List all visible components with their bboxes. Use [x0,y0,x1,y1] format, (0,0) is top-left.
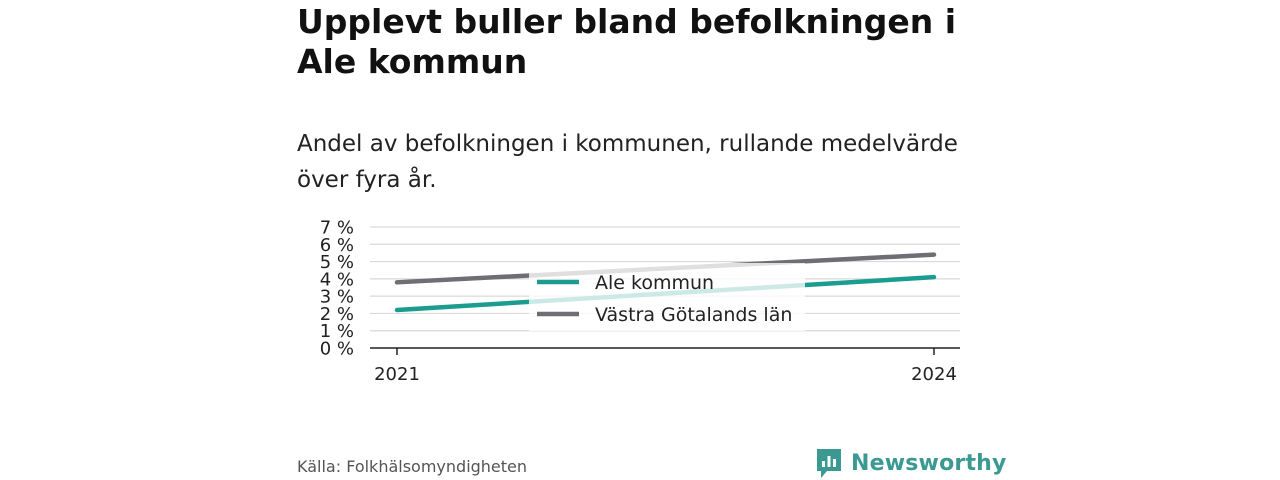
legend-label: Västra Götalands län [595,304,792,326]
chart-subtitle: Andel av befolkningen i kommunen, rullan… [297,131,958,193]
x-tick-label: 2021 [374,364,420,385]
newsworthy-logo-icon [817,449,841,478]
y-tick-label: 4 % [320,269,354,290]
x-tick-label: 2024 [911,364,957,385]
y-tick-label: 1 % [320,321,354,342]
y-tick-label: 6 % [320,235,354,256]
y-tick-label: 3 % [320,287,354,308]
brand-name: Newsworthy [851,450,1007,476]
y-tick-label: 0 % [320,339,354,360]
legend-box [529,263,805,331]
chart-card: Upplevt buller bland befolkningen i Ale … [297,0,1006,480]
y-tick-label: 7 % [320,218,354,239]
legend-label: Ale kommun [595,272,714,294]
x-axis-ticks: 2021 2024 [374,348,957,385]
y-tick-label: 2 % [320,304,354,325]
y-tick-label: 5 % [320,252,354,273]
line-chart: 0 %1 %2 %3 %4 %5 %6 %7 % 2021 2024 Ale ko… [320,218,960,385]
chart-title: Upplevt buller bland befolkningen i Ale … [297,2,957,81]
source-note: Källa: Folkhälsomyndigheten [297,457,528,476]
y-axis-ticks: 0 %1 %2 %3 %4 %5 %6 %7 % [320,218,354,360]
brand-logo: Newsworthy [815,446,1007,480]
legend: Ale kommun Västra Götalands län [529,263,805,331]
